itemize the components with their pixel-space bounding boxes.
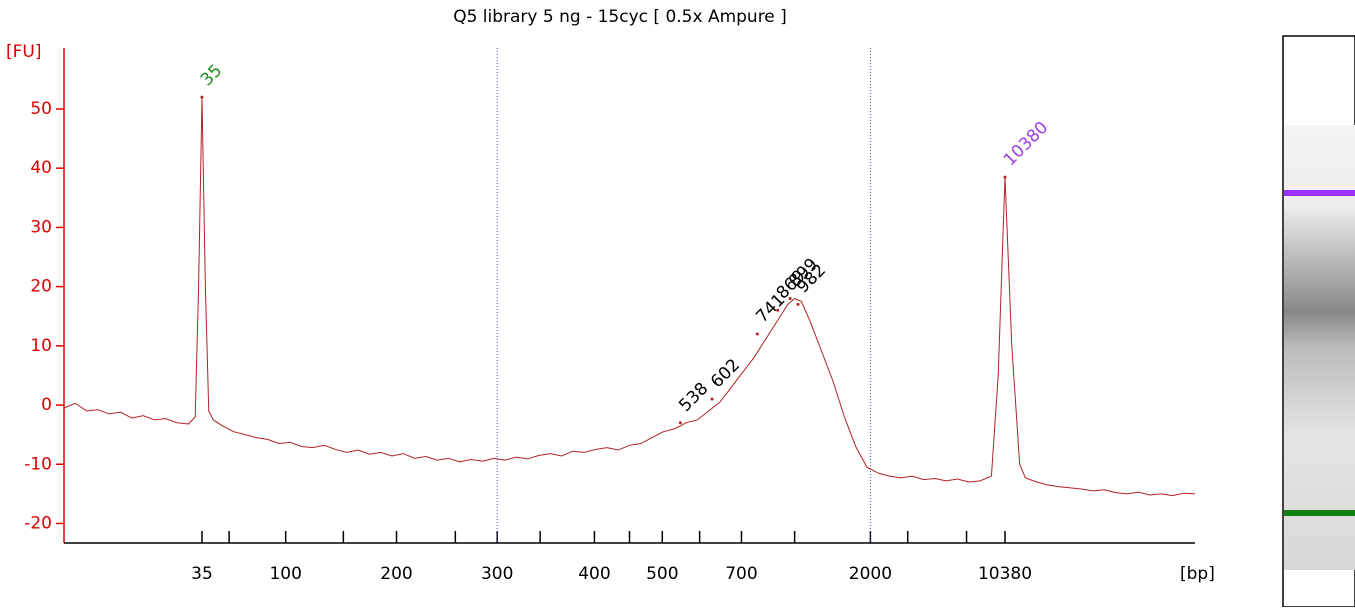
peak-marker	[678, 421, 682, 425]
y-tick-label: 40	[30, 158, 52, 178]
x-tick-label: 500	[646, 564, 678, 584]
trace-line	[63, 97, 1196, 497]
x-tick-label: 400	[578, 564, 610, 584]
y-tick-label: 30	[30, 217, 52, 237]
x-tick-label: 300	[481, 564, 513, 584]
x-tick-label: 200	[380, 564, 412, 584]
y-axis-label: [FU]	[6, 42, 42, 62]
y-tick-label: 50	[30, 99, 52, 119]
gel-band	[1284, 510, 1355, 516]
y-tick-label: 0	[41, 395, 52, 415]
y-tick-label: -10	[24, 454, 52, 474]
peak-marker	[788, 296, 792, 300]
peak-marker	[1003, 175, 1007, 179]
gel-band	[1284, 190, 1355, 196]
peak-label: 602	[707, 355, 744, 392]
x-tick-label: 100	[269, 564, 301, 584]
peak-marker	[755, 332, 759, 336]
peak-marker	[796, 302, 800, 306]
gel-lane	[1282, 35, 1355, 608]
chart-title: Q5 library 5 ng - 15cyc [ 0.5x Ampure ]	[453, 7, 787, 27]
peak-label: 10380	[1000, 118, 1052, 170]
x-tick-label: 2000	[849, 564, 892, 584]
x-tick-label: 35	[191, 564, 213, 584]
gel-smear	[1284, 125, 1355, 570]
peak-marker	[776, 308, 780, 312]
y-tick-label: 20	[30, 277, 52, 297]
peak-label: 35	[197, 61, 226, 90]
x-tick-label: 700	[725, 564, 757, 584]
x-axis-label: [bp]	[1180, 564, 1215, 584]
x-tick-label: 10380	[978, 564, 1032, 584]
peak-marker	[710, 397, 714, 401]
peak-label: 538	[675, 379, 712, 416]
y-tick-label: 10	[30, 336, 52, 356]
y-tick-label: -20	[24, 513, 52, 533]
peak-marker	[200, 95, 204, 99]
